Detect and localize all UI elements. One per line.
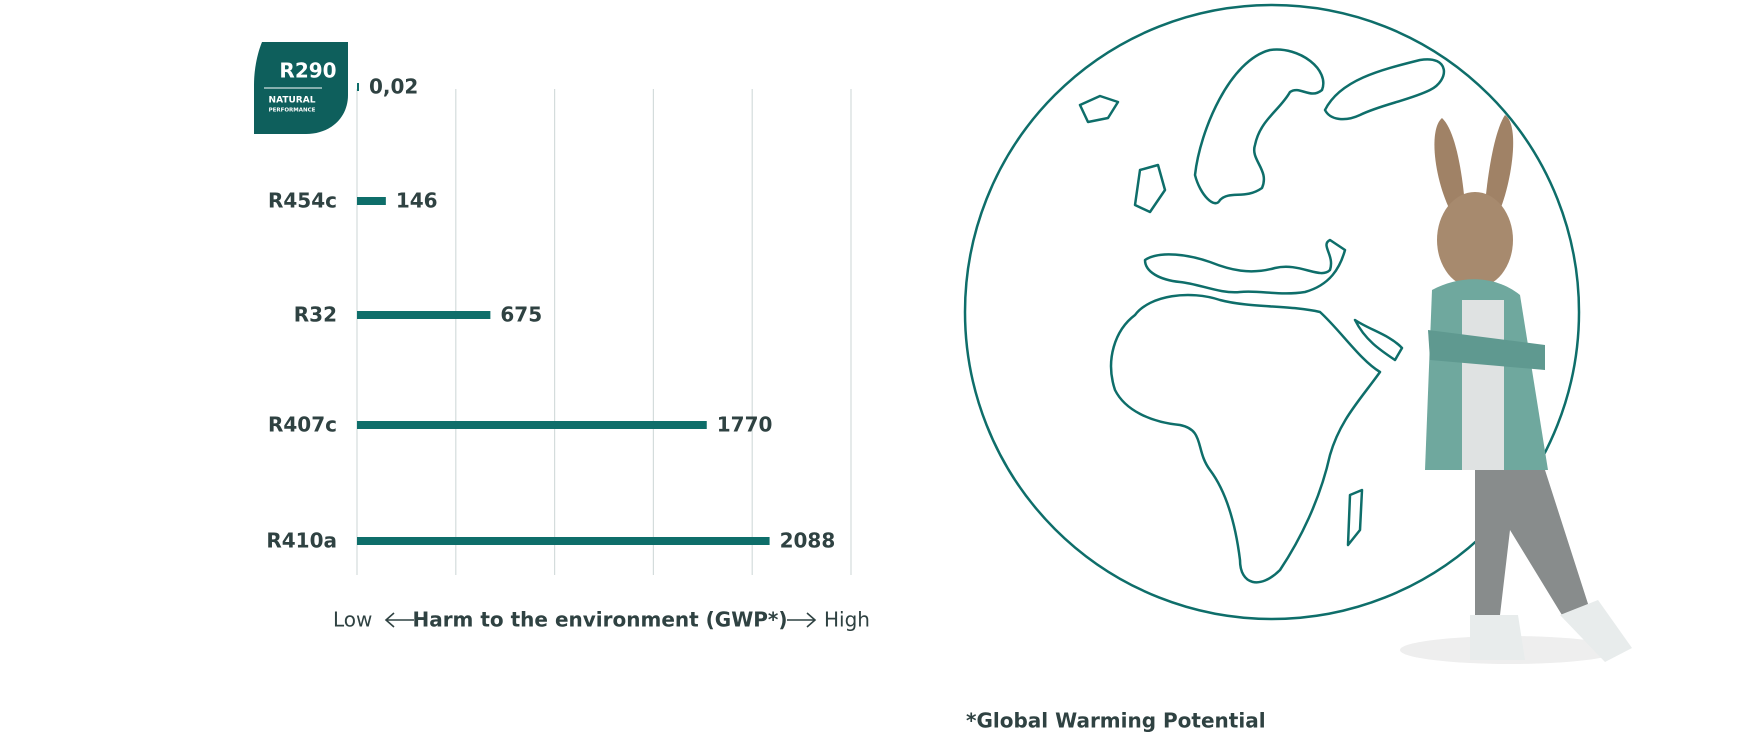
value-label: 146 <box>396 189 438 213</box>
globe-illustration <box>963 3 1581 621</box>
bar <box>357 537 770 545</box>
category-label: R407c <box>268 413 337 437</box>
axis-arrows <box>384 612 817 628</box>
bar <box>357 421 707 429</box>
value-label: 1770 <box>717 413 773 437</box>
footnote: *Global Warming Potential <box>966 709 1266 733</box>
axis-high-label: High <box>824 608 870 632</box>
value-label: 2088 <box>780 529 836 553</box>
bar <box>357 83 359 91</box>
value-label: 0,02 <box>369 75 418 99</box>
category-label: R454c <box>268 189 337 213</box>
category-label: R32 <box>294 303 337 327</box>
badge-category: R290 <box>279 59 336 83</box>
category-label: R410a <box>266 529 337 553</box>
rabbit-illustration <box>1400 115 1632 664</box>
axis-low-label: Low <box>333 608 372 632</box>
value-label: 675 <box>500 303 542 327</box>
badge-line1: NATURAL <box>269 96 316 106</box>
r290-badge <box>254 42 348 134</box>
bar <box>357 197 386 205</box>
axis-title: Harm to the environment (GWP*) <box>412 608 787 632</box>
bar <box>357 311 491 319</box>
badge-line2: PERFORMANCE <box>269 108 316 114</box>
